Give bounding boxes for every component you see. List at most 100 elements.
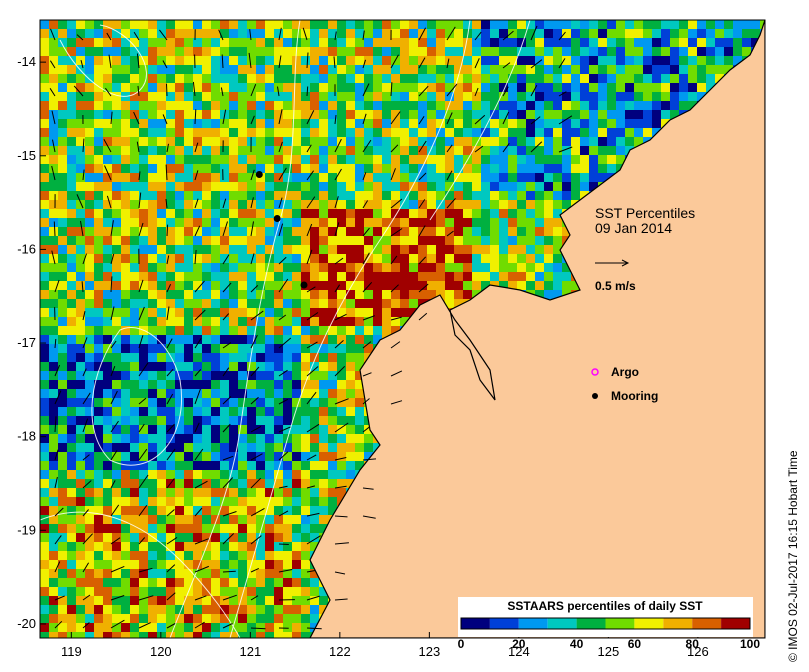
sst-cell (544, 263, 553, 272)
sst-cell (220, 101, 229, 110)
sst-cell (346, 227, 355, 236)
sst-cell (139, 353, 148, 362)
sst-cell (274, 299, 283, 308)
sst-cell (67, 254, 76, 263)
sst-cell (238, 542, 247, 551)
sst-cell (76, 380, 85, 389)
sst-cell (310, 434, 319, 443)
sst-cell (535, 74, 544, 83)
sst-cell (229, 182, 238, 191)
sst-cell (112, 452, 121, 461)
sst-cell (319, 218, 328, 227)
sst-cell (85, 335, 94, 344)
sst-cell (328, 344, 337, 353)
sst-cell (157, 236, 166, 245)
sst-cell (283, 398, 292, 407)
sst-cell (445, 245, 454, 254)
sst-cell (184, 461, 193, 470)
sst-cell (139, 551, 148, 560)
sst-cell (346, 308, 355, 317)
sst-cell (598, 137, 607, 146)
sst-cell (625, 101, 634, 110)
sst-cell (328, 65, 337, 74)
sst-cell (292, 497, 301, 506)
sst-cell (211, 443, 220, 452)
sst-cell (211, 227, 220, 236)
sst-cell (220, 326, 229, 335)
sst-cell (292, 227, 301, 236)
sst-cell (58, 200, 67, 209)
sst-cell (490, 74, 499, 83)
sst-cell (229, 155, 238, 164)
sst-cell (175, 551, 184, 560)
sst-cell (94, 173, 103, 182)
sst-cell (283, 29, 292, 38)
sst-cell (508, 47, 517, 56)
sst-cell (166, 497, 175, 506)
sst-cell (148, 515, 157, 524)
sst-cell (580, 20, 589, 29)
sst-cell (400, 128, 409, 137)
sst-cell (436, 92, 445, 101)
sst-cell (40, 515, 49, 524)
sst-cell (319, 398, 328, 407)
sst-cell (418, 191, 427, 200)
sst-cell (130, 542, 139, 551)
sst-cell (481, 29, 490, 38)
sst-cell (184, 398, 193, 407)
sst-cell (175, 515, 184, 524)
sst-cell (409, 119, 418, 128)
sst-cell (220, 245, 229, 254)
sst-cell (301, 560, 310, 569)
sst-cell (202, 281, 211, 290)
sst-cell (373, 281, 382, 290)
sst-cell (355, 137, 364, 146)
sst-cell (382, 38, 391, 47)
sst-cell (157, 38, 166, 47)
sst-cell (337, 146, 346, 155)
sst-cell (58, 191, 67, 200)
sst-cell (292, 74, 301, 83)
sst-cell (364, 308, 373, 317)
sst-cell (391, 20, 400, 29)
sst-cell (157, 245, 166, 254)
sst-cell (256, 254, 265, 263)
sst-cell (418, 227, 427, 236)
sst-cell (193, 362, 202, 371)
sst-cell (337, 344, 346, 353)
sst-cell (544, 218, 553, 227)
sst-cell (445, 65, 454, 74)
sst-cell (247, 272, 256, 281)
sst-cell (283, 155, 292, 164)
sst-cell (256, 344, 265, 353)
sst-cell (265, 164, 274, 173)
sst-cell (418, 47, 427, 56)
sst-cell (148, 74, 157, 83)
sst-cell (472, 56, 481, 65)
sst-cell (202, 74, 211, 83)
sst-cell (553, 236, 562, 245)
sst-cell (643, 65, 652, 74)
sst-cell (391, 236, 400, 245)
sst-cell (643, 119, 652, 128)
sst-cell (283, 461, 292, 470)
sst-cell (661, 65, 670, 74)
sst-cell (229, 443, 238, 452)
sst-cell (697, 92, 706, 101)
sst-cell (175, 362, 184, 371)
sst-cell (274, 488, 283, 497)
sst-cell (112, 47, 121, 56)
sst-cell (625, 38, 634, 47)
sst-cell (49, 290, 58, 299)
sst-cell (274, 56, 283, 65)
sst-cell (328, 236, 337, 245)
sst-cell (76, 47, 85, 56)
sst-cell (121, 569, 130, 578)
sst-cell (364, 200, 373, 209)
sst-cell (49, 515, 58, 524)
sst-cell (247, 65, 256, 74)
sst-cell (409, 101, 418, 110)
sst-cell (310, 398, 319, 407)
sst-cell (85, 209, 94, 218)
sst-cell (724, 20, 733, 29)
